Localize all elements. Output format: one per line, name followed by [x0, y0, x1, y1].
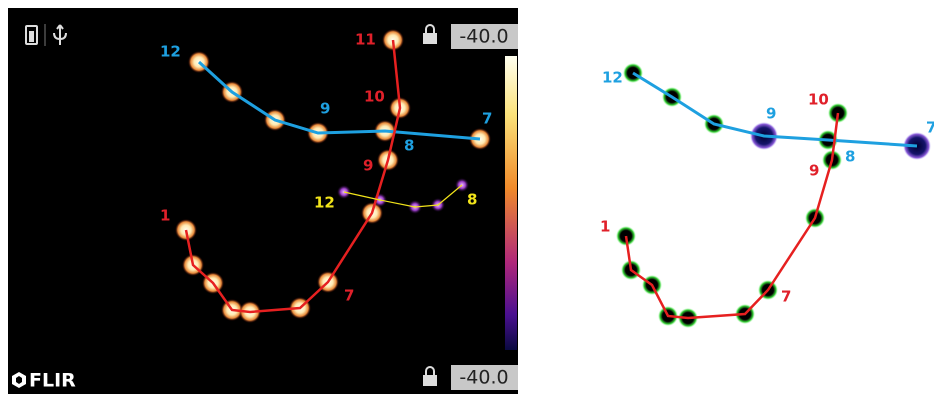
- red-label: 10: [364, 88, 385, 106]
- red-label: 9: [363, 157, 373, 175]
- red-label: 1: [160, 207, 170, 225]
- red-label: 1: [600, 218, 610, 236]
- bottom-readout: -40.0: [459, 367, 508, 389]
- brand-name: FLIR: [29, 370, 76, 392]
- blue-label: 9: [766, 105, 776, 123]
- blue-label: 7: [482, 110, 492, 128]
- figure: -40.0 -40.0 FLIR 12 9 8 7 1 7 9 10 11 12…: [0, 0, 934, 394]
- yellow-label: 12: [314, 194, 335, 212]
- blue-label: 12: [160, 43, 181, 61]
- red-label: 7: [344, 287, 354, 305]
- color-scale: [505, 56, 517, 350]
- blue-label: 7: [926, 119, 934, 137]
- blue-label: 8: [845, 148, 855, 166]
- red-label: 11: [355, 31, 376, 49]
- blue-label: 8: [404, 137, 414, 155]
- page: -40.0 -40.0 FLIR 12 9 8 7 1 7 9 10 11 12…: [0, 0, 934, 394]
- blue-label: 9: [320, 100, 330, 118]
- yellow-label: 8: [467, 191, 477, 209]
- red-label: 9: [809, 162, 819, 180]
- blue-label: 12: [602, 69, 623, 87]
- red-label: 7: [781, 288, 791, 306]
- red-label: 10: [808, 91, 829, 109]
- top-readout: -40.0: [459, 26, 508, 48]
